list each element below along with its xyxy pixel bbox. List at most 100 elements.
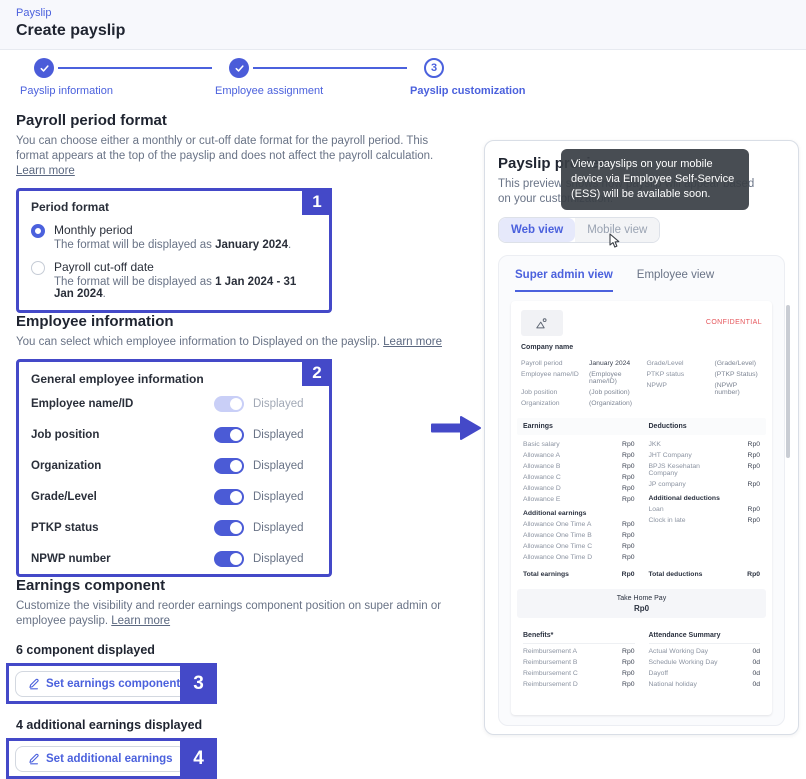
field-label: Job position: [521, 389, 558, 396]
deductions-column: JKK Rp0 JHT Company Rp0 BPJS Kesehatan Com…: [649, 437, 761, 578]
row-label: Dayoff: [648, 670, 669, 677]
set-earnings-component-button[interactable]: Set earnings component: [15, 670, 194, 697]
toggle-switch[interactable]: [214, 427, 244, 443]
scrollbar[interactable]: [786, 305, 790, 458]
row-label: Loan: [648, 506, 664, 513]
radio-option-monthly-period[interactable]: Monthly period The format will be displa…: [31, 223, 317, 251]
row-label: Allowance E: [523, 496, 561, 503]
table-row: Reimbursement C Rp0: [523, 670, 635, 677]
payslip-info-fields: Payroll period January 2024 Employee nam…: [521, 360, 762, 407]
table-row: Allowance One Time A Rp0: [523, 521, 635, 528]
row-value: Rp0: [622, 648, 635, 655]
row-label: Basic salary: [523, 441, 560, 448]
field-value: January 2024: [589, 360, 631, 367]
toggle-switch[interactable]: [214, 458, 244, 474]
period-format-title: Period format: [31, 200, 110, 214]
toggle-status: Displayed: [253, 460, 304, 472]
table-row: Reimbursement B Rp0: [523, 659, 635, 666]
learn-more-link[interactable]: Learn more: [383, 336, 442, 348]
radio-sub-prefix: The format will be displayed as: [54, 276, 216, 288]
row-label: BPJS Kesehatan Company: [648, 463, 700, 477]
field-label: PTKP status: [646, 371, 685, 378]
table-row: Clock in late Rp0: [649, 517, 761, 524]
step-payslip-information[interactable]: Payslip information: [20, 58, 210, 97]
table-row: Allowance C Rp0: [523, 474, 635, 481]
toggle-row-label: PTKP status: [31, 522, 99, 534]
row-value: Rp0: [622, 681, 635, 688]
total-label: Total earnings: [523, 571, 569, 578]
tab-employee-view[interactable]: Employee view: [636, 269, 715, 281]
table-row: Allowance A Rp0: [523, 452, 635, 459]
step-employee-assignment[interactable]: Employee assignment: [215, 58, 405, 97]
toggle-row-label: Employee name/ID: [31, 398, 134, 410]
table-row: Reimbursement D Rp0: [523, 681, 635, 688]
set-earnings-component-label: Set earnings component: [46, 677, 181, 690]
row-label: Allowance A: [523, 452, 561, 459]
field-value: (Grade/Level): [714, 360, 757, 367]
radio-label: Monthly period: [54, 223, 133, 237]
annotation-badge-4: 4: [180, 738, 217, 779]
step-number-circle: 3: [424, 58, 444, 78]
additional-earnings-count-label: 4 additional earnings displayed: [16, 718, 203, 732]
toggle-switch[interactable]: [214, 489, 244, 505]
table-row: JHT Company Rp0: [649, 452, 761, 459]
table-row: Allowance One Time C Rp0: [523, 543, 635, 550]
row-value: Rp0: [622, 670, 635, 677]
table-row: Allowance One Time B Rp0: [523, 532, 635, 539]
preview-viewport: Super admin view Employee view CONFIDENT…: [498, 255, 790, 726]
row-value: 0d: [752, 659, 760, 666]
radio-label: Payroll cut-off date: [54, 260, 154, 274]
radio-unselected-icon[interactable]: [31, 261, 45, 275]
row-label: Reimbursement B: [523, 659, 578, 666]
radio-selected-icon[interactable]: [31, 224, 45, 238]
company-name-label: Company name: [521, 344, 574, 351]
toggle-switch-disabled: [214, 396, 244, 412]
toggle-switch[interactable]: [214, 551, 244, 567]
mobile-view-button[interactable]: Mobile view: [575, 218, 660, 242]
payroll-period-description: You can choose either a monthly or cut-o…: [16, 134, 460, 179]
tab-super-admin-view[interactable]: Super admin view: [515, 269, 613, 292]
toggle-status: Displayed: [253, 553, 304, 565]
preview-tabs: Super admin view Employee view: [511, 256, 772, 292]
row-value: Rp0: [747, 481, 760, 488]
toggle-row-organization: Organization Displayed: [19, 450, 329, 481]
view-toggle: Web view Mobile view: [498, 217, 661, 243]
component-count-label: 6 component displayed: [16, 643, 155, 657]
employee-info-heading: Employee information: [16, 313, 174, 330]
learn-more-link[interactable]: Learn more: [16, 165, 75, 177]
field-value: (Organization): [589, 400, 633, 407]
general-employee-info-box: 2 General employee information Employee …: [16, 359, 332, 577]
set-additional-earnings-button[interactable]: Set additional earnings: [15, 745, 186, 772]
toggle-row-npwp-number: NPWP number Displayed: [19, 543, 329, 574]
earnings-component-description: Customize the visibility and reorder ear…: [16, 599, 460, 629]
attendance-header: Attendance Summary: [648, 632, 760, 644]
annotation-badge-1: 1: [302, 188, 332, 215]
step-payslip-customization[interactable]: 3 Payslip customization: [410, 58, 600, 97]
radio-sub-bold: 1 Jan 2024 - 31 Jan 2024: [54, 276, 297, 300]
earnings-component-description-text: Customize the visibility and reorder ear…: [16, 600, 442, 627]
stepper: Payslip information Employee assignment …: [0, 58, 600, 106]
radio-option-cutoff-date[interactable]: Payroll cut-off date The format will be …: [31, 260, 317, 300]
radio-sub-suffix: .: [102, 288, 106, 300]
total-deductions-row: Total deductions Rp0: [649, 561, 761, 578]
mouse-cursor-icon: [607, 233, 621, 254]
additional-deductions-header: Additional deductions: [648, 495, 720, 502]
earnings-header: Earnings: [523, 423, 553, 430]
breadcrumb[interactable]: Payslip: [16, 7, 52, 19]
payslip-document: CONFIDENTIAL Company name Payroll period…: [511, 301, 772, 715]
row-value: Rp0: [747, 452, 760, 459]
web-view-button[interactable]: Web view: [499, 218, 576, 242]
learn-more-link[interactable]: Learn more: [111, 615, 171, 627]
settings-column: Payroll period format You can choose eit…: [6, 112, 466, 779]
row-value: Rp0: [622, 463, 635, 470]
field-label: Payroll period: [521, 360, 563, 367]
toggle-switch[interactable]: [214, 520, 244, 536]
step-label: Payslip information: [20, 85, 113, 97]
set-additional-earnings-box: Set additional earnings 4: [6, 738, 217, 779]
row-value: Rp0: [622, 521, 635, 528]
toggle-row-job-position: Job position Displayed: [19, 419, 329, 450]
row-value: Rp0: [747, 463, 760, 470]
annotation-badge-3: 3: [180, 663, 217, 704]
payslip-preview-panel: Payslip preview This preview shows how p…: [484, 140, 799, 735]
radio-sublabel: The format will be displayed as January …: [54, 239, 291, 251]
